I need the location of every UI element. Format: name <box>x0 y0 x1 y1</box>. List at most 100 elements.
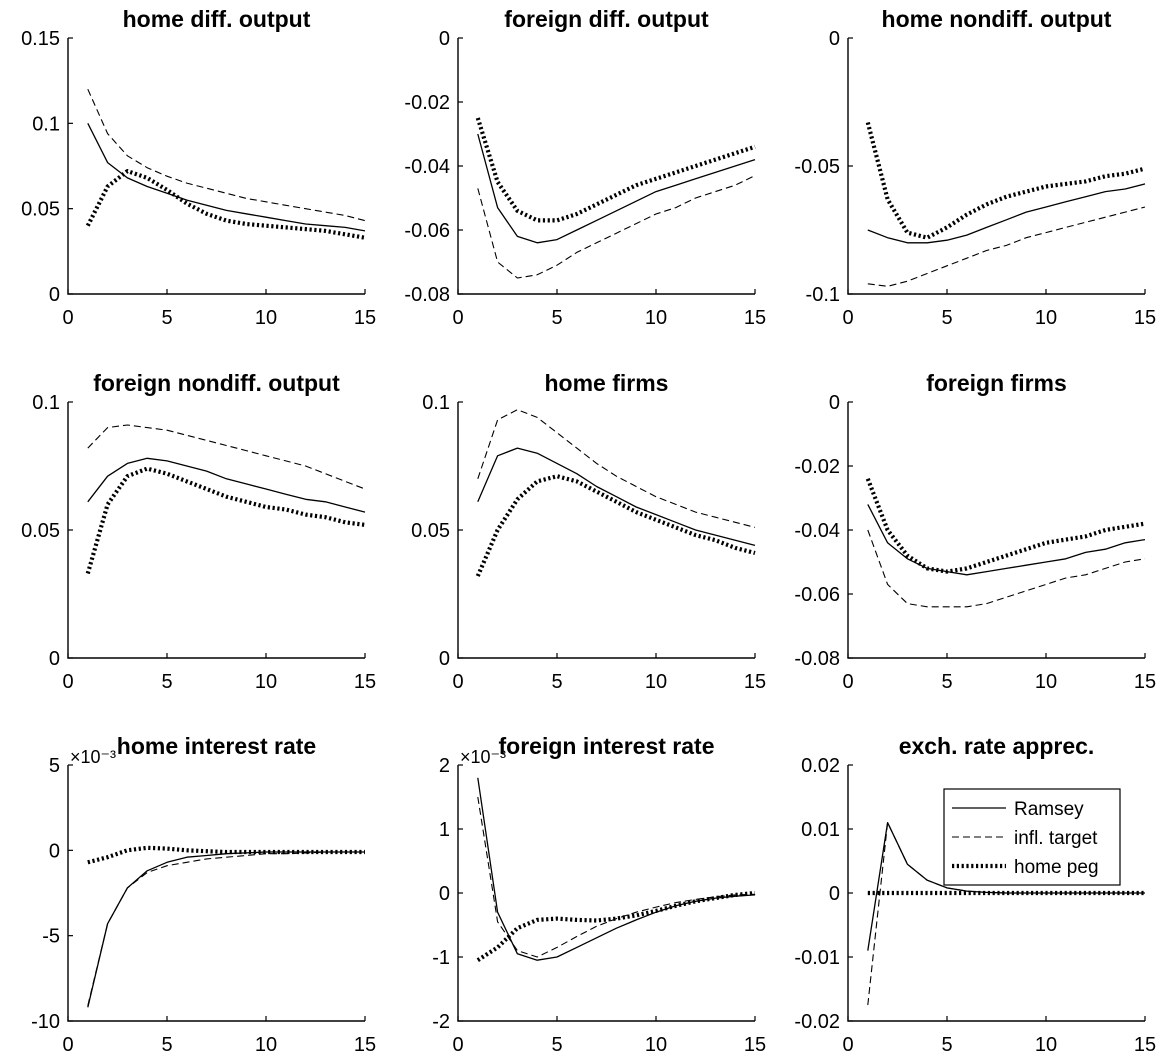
y-tick-label: -0.04 <box>794 520 840 542</box>
series-line-home-peg <box>85 466 366 575</box>
panel-title: home diff. output <box>123 6 311 32</box>
x-tick-label: 0 <box>62 671 73 693</box>
y-tick-label: 0 <box>439 28 450 50</box>
series-line-home-peg <box>475 117 756 223</box>
legend-label-ramsey: Ramsey <box>1014 799 1084 820</box>
panel-title: foreign firms <box>926 370 1067 396</box>
panel-home-diff-output: 0 0.05 0.1 0.15 0 5 10 15 home diff. output <box>21 6 376 329</box>
y-tick-label: 0 <box>829 28 840 50</box>
axes-foreign-nondiff-output <box>67 402 365 659</box>
legend-label-home-peg: home peg <box>1014 857 1099 878</box>
legend-box <box>943 788 1121 886</box>
series-line-infl-target <box>867 822 1145 1006</box>
x-tick-label: 10 <box>1035 671 1057 693</box>
panel-foreign-diff-output: -0.08 -0.06 -0.04 -0.02 0 0 5 10 15 foreign diff.… <box>404 6 766 329</box>
x-tick-label: 10 <box>255 307 277 329</box>
series-line-infl-target <box>477 409 756 528</box>
y-tick-label: -0.01 <box>794 947 840 969</box>
y-tick-label: 5 <box>49 755 60 777</box>
panel-title: foreign diff. output <box>504 6 709 32</box>
y-tick-label: 0 <box>49 840 60 862</box>
y-tick-label: -0.05 <box>794 156 840 178</box>
panel-title: home interest rate <box>117 733 316 759</box>
y-tick-label: 0.01 <box>801 819 840 841</box>
y-tick-label: -0.04 <box>404 156 450 178</box>
y-tick-label: -0.02 <box>794 456 840 478</box>
series-line-infl-target <box>867 529 1146 608</box>
axes-home-nondiff-output <box>847 38 1145 295</box>
axes-home-firms <box>457 402 755 659</box>
panel-exch-rate-apprec: -0.02 -0.01 0 0.01 0.02 0 5 10 15 exch. rate appr… <box>794 733 1156 1056</box>
y-tick-label: -10 <box>31 1011 60 1033</box>
series-line-ramsey <box>477 133 756 244</box>
y-tick-label: 0 <box>49 648 60 670</box>
y-tick-label: 0.05 <box>21 199 60 221</box>
y-tick-label: 0 <box>439 883 450 905</box>
x-tick-label: 15 <box>1134 1034 1156 1056</box>
y-exponent-label: ×10⁻³ <box>70 747 116 767</box>
series-line-infl-target <box>477 175 756 279</box>
x-tick-label: 15 <box>744 671 766 693</box>
y-tick-label: 0 <box>439 648 450 670</box>
series-line-infl-target <box>867 206 1146 287</box>
axes-foreign-firms <box>847 402 1145 659</box>
x-tick-label: 5 <box>551 307 562 329</box>
series-line-home-peg <box>475 474 756 577</box>
y-tick-label: 2 <box>439 755 450 777</box>
panel-title: home nondiff. output <box>882 6 1112 32</box>
series-line-ramsey <box>867 504 1146 576</box>
x-tick-label: 5 <box>941 671 952 693</box>
series-line-ramsey <box>87 457 366 513</box>
x-tick-label: 5 <box>551 671 562 693</box>
y-tick-label: -0.1 <box>806 284 840 306</box>
x-tick-label: 15 <box>354 307 376 329</box>
panel-home-interest-rate: -10 -5 0 5 0 5 10 15 ×10⁻³ home interest rate <box>31 733 376 1056</box>
series-line-infl-target <box>87 851 365 1006</box>
x-tick-label: 15 <box>744 1034 766 1056</box>
panel-foreign-nondiff-output: 0 0.05 0.1 0 5 10 15 foreign nondiff. output <box>21 370 376 693</box>
x-tick-label: 0 <box>842 307 853 329</box>
axes-foreign-diff-output <box>457 38 755 295</box>
axes-foreign-interest-rate <box>457 765 755 1022</box>
x-tick-label: 10 <box>645 307 667 329</box>
panel-title: home firms <box>545 370 669 396</box>
y-tick-label: 0 <box>829 883 840 905</box>
x-tick-label: 10 <box>1035 1034 1057 1056</box>
x-tick-label: 5 <box>161 671 172 693</box>
y-tick-label: 0.15 <box>21 28 60 50</box>
y-tick-label: 0.05 <box>21 520 60 542</box>
x-tick-label: 5 <box>941 307 952 329</box>
x-tick-label: 5 <box>161 1034 172 1056</box>
y-tick-label: 0.1 <box>32 392 60 414</box>
x-tick-label: 10 <box>645 671 667 693</box>
y-tick-label: -2 <box>432 1011 450 1033</box>
y-exponent-label: ×10⁻³ <box>460 747 506 767</box>
panel-title: foreign nondiff. output <box>93 370 340 396</box>
x-tick-label: 0 <box>842 1034 853 1056</box>
x-tick-label: 15 <box>1134 307 1156 329</box>
panel-title: foreign interest rate <box>499 733 715 759</box>
y-tick-label: -0.08 <box>404 284 450 306</box>
y-tick-label: 0.02 <box>801 755 840 777</box>
series-line-ramsey <box>87 851 365 1008</box>
y-tick-label: 0.1 <box>32 113 60 135</box>
series-line-infl-target <box>477 796 756 958</box>
x-tick-label: 0 <box>452 1034 463 1056</box>
series-line-infl-target <box>87 424 366 490</box>
x-tick-label: 0 <box>62 307 73 329</box>
y-tick-label: 0 <box>49 284 60 306</box>
y-tick-label: 0.1 <box>422 392 450 414</box>
series-line-home-peg <box>87 845 365 865</box>
x-tick-label: 0 <box>62 1034 73 1056</box>
legend: Ramsey infl. target home peg <box>943 788 1121 886</box>
y-tick-label: -0.02 <box>794 1011 840 1033</box>
x-tick-label: 10 <box>255 1034 277 1056</box>
x-tick-label: 5 <box>941 1034 952 1056</box>
series-line-infl-target <box>87 88 366 222</box>
x-tick-label: 10 <box>1035 307 1057 329</box>
y-tick-label: 0 <box>829 392 840 414</box>
x-tick-label: 5 <box>161 307 172 329</box>
series-line-ramsey <box>477 447 756 547</box>
